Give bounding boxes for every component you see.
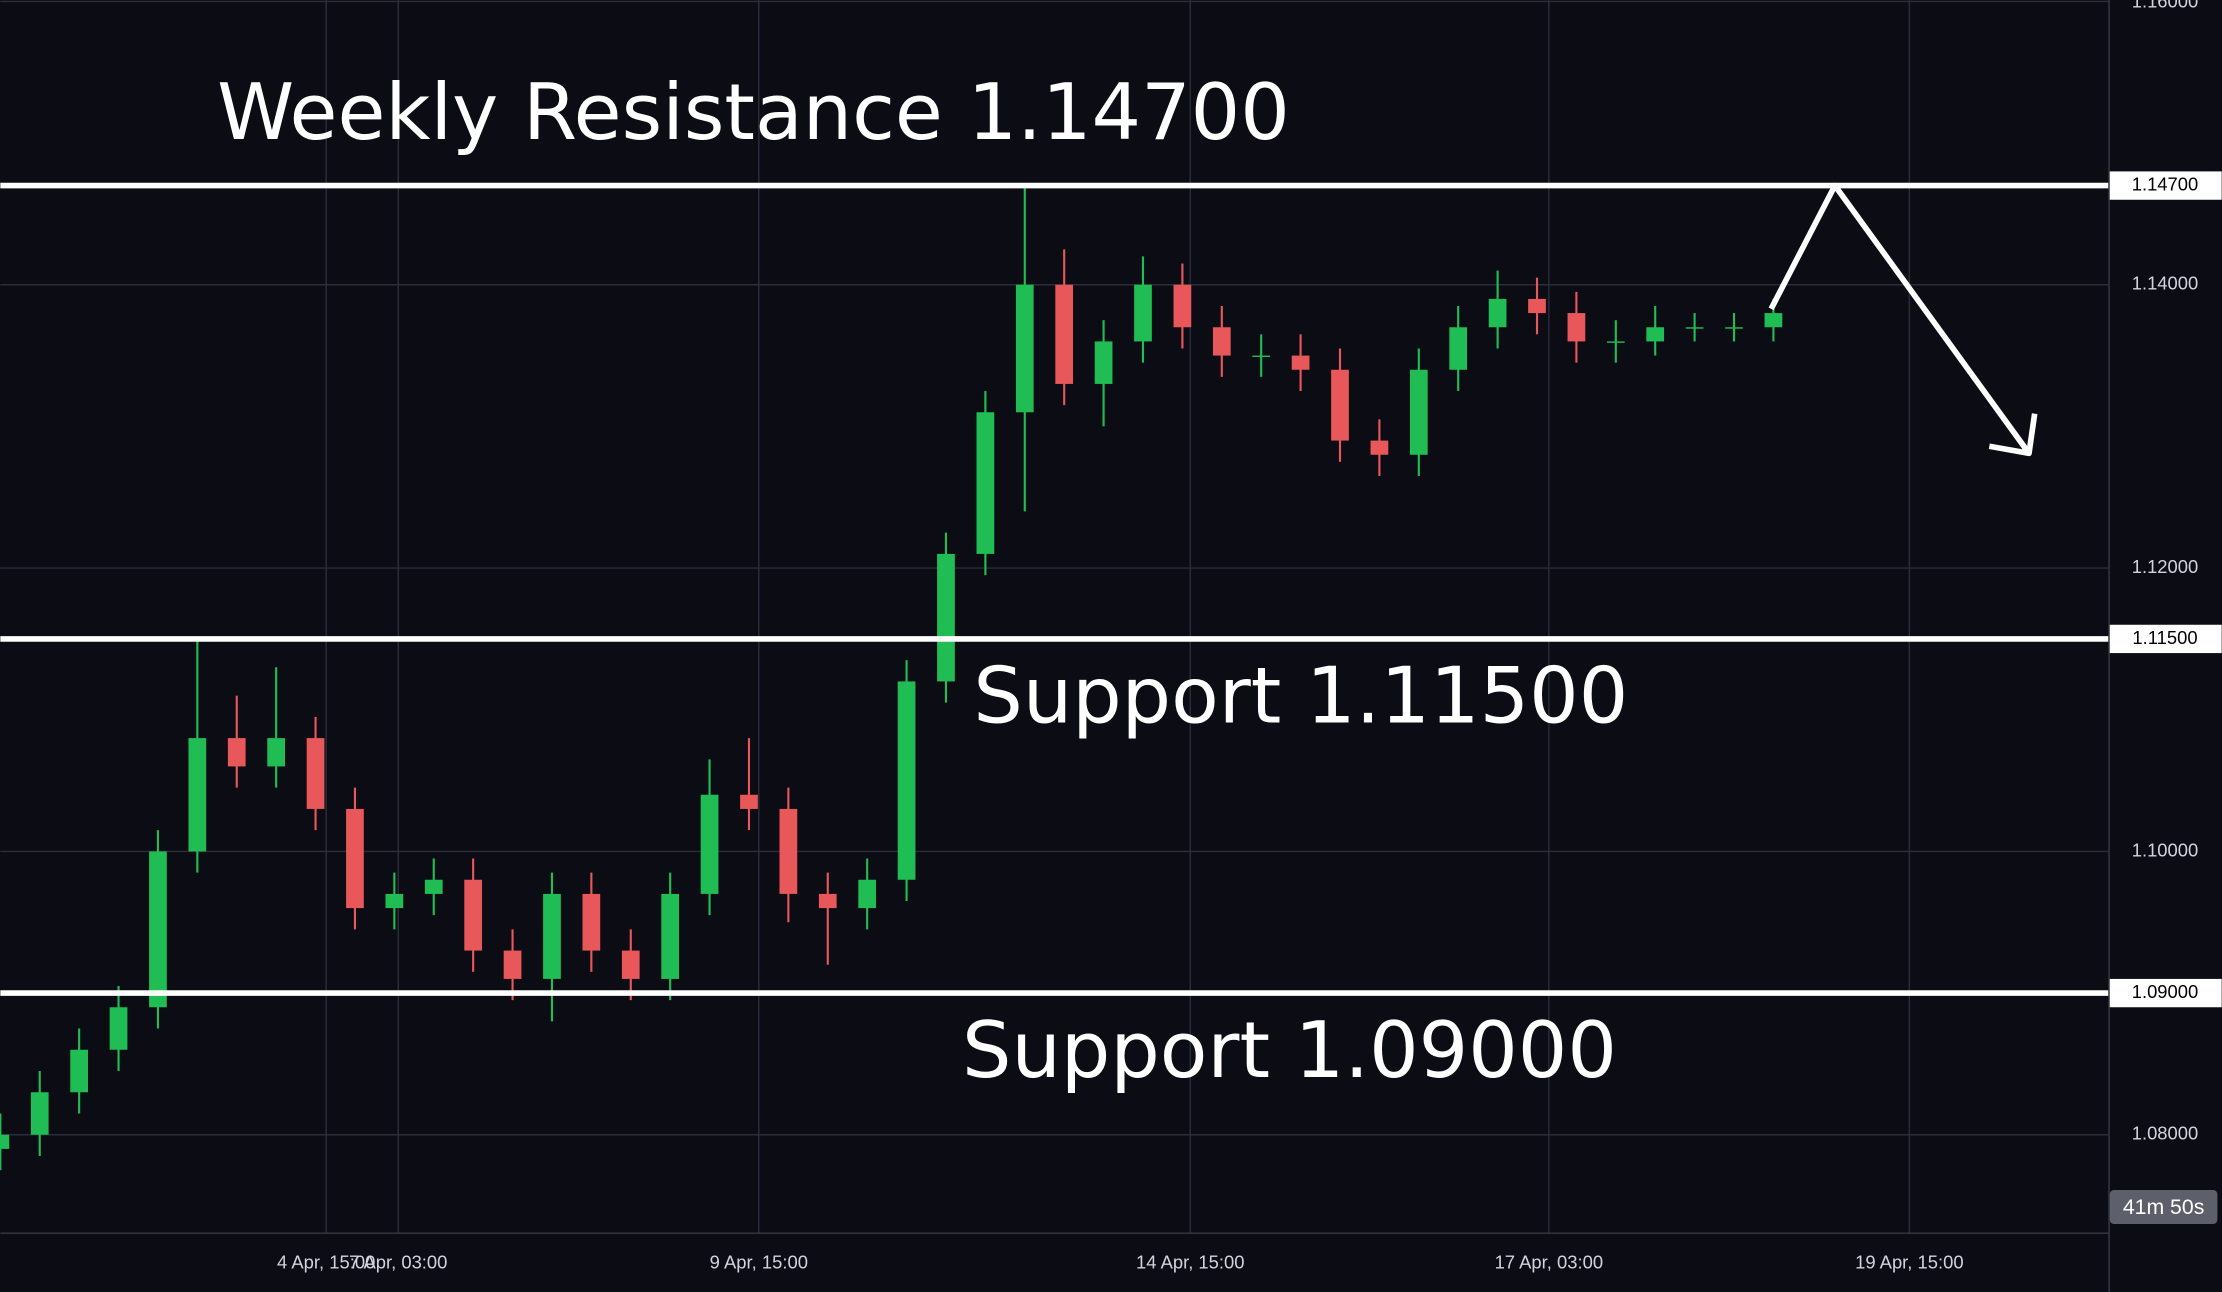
candle-body [1094,341,1113,384]
level-label: 1.14700 [2132,173,2199,194]
candle-body [109,1007,128,1050]
candle-body [1134,284,1152,342]
candle-body [897,681,916,880]
candle-body [267,738,286,767]
candle-body [1567,313,1586,342]
x-tick-label: 14 Apr, 15:00 [1136,1252,1245,1273]
annotation: Support 1.11500 [973,652,1628,742]
candle-body [976,412,995,554]
arrow-head [1988,413,2038,457]
candle-body [621,950,640,979]
countdown: 41m 50s [2123,1195,2205,1219]
candle-body [1409,369,1428,455]
candle-body [1331,369,1349,441]
y-tick-label: 1.16000 [2132,0,2199,12]
levels [0,182,2109,996]
x-tick-label: 17 Apr, 03:00 [1495,1252,1604,1273]
level-label-box [2109,171,2222,200]
candle-body [1370,440,1389,455]
annotation: Weekly Resistance 1.14700 [217,68,1290,158]
candle-body [700,794,719,894]
y-tick-label: 1.14000 [2132,273,2199,294]
y-tick-label: 1.08000 [2132,1123,2199,1144]
candle-body [740,794,758,809]
candle-body [543,893,561,979]
candle-body [149,851,167,1008]
candle-body [1449,327,1468,370]
projection-arrow [1768,182,2032,455]
candle-body [1646,327,1665,342]
candle-body [30,1092,49,1135]
candle-body [503,950,522,979]
candle-body [1055,284,1074,384]
candle-body [858,879,877,909]
candle-body [1764,313,1783,328]
candle-body [464,879,483,951]
x-tick-label: 9 Apr, 15:00 [710,1252,808,1273]
candle-body [306,738,325,809]
candle-body [818,893,837,909]
candle-body [582,893,601,951]
candle-body [1488,298,1507,328]
x-tick-label: 4 Apr, 15:00 [277,1252,375,1273]
candle-body [188,738,207,852]
candle-body [1685,327,1704,329]
candle-body [1606,341,1625,343]
candle-body [1212,327,1231,356]
candle-body [779,808,798,894]
level-label: 1.09000 [2132,981,2199,1002]
level-label: 1.11500 [2132,627,2197,648]
candle-body [937,553,955,682]
candle-body [1725,327,1743,329]
candles [0,185,1783,1171]
candle-body [1173,284,1192,328]
level-label-box [2109,978,2222,1008]
candle-body [424,879,443,894]
annotation: Support 1.09000 [962,1006,1617,1096]
candle-body [661,893,680,979]
candle-body [346,808,364,909]
x-tick-label: 19 Apr, 15:00 [1855,1252,1964,1273]
candle-body [0,1134,10,1149]
candle-body [1291,355,1310,370]
y-tick-label: 1.12000 [2132,556,2199,577]
candle-body [1528,298,1546,314]
candle-body [385,893,404,909]
candle-body [227,738,246,767]
countdown-box [2109,1190,2218,1224]
y-tick-label: 1.10000 [2132,839,2199,860]
candle-body [1015,284,1034,413]
x-tick-label: 7 Apr, 03:00 [349,1252,447,1273]
candle-body [70,1049,89,1093]
level-label-box [2109,624,2222,654]
candle-body [1252,355,1271,357]
